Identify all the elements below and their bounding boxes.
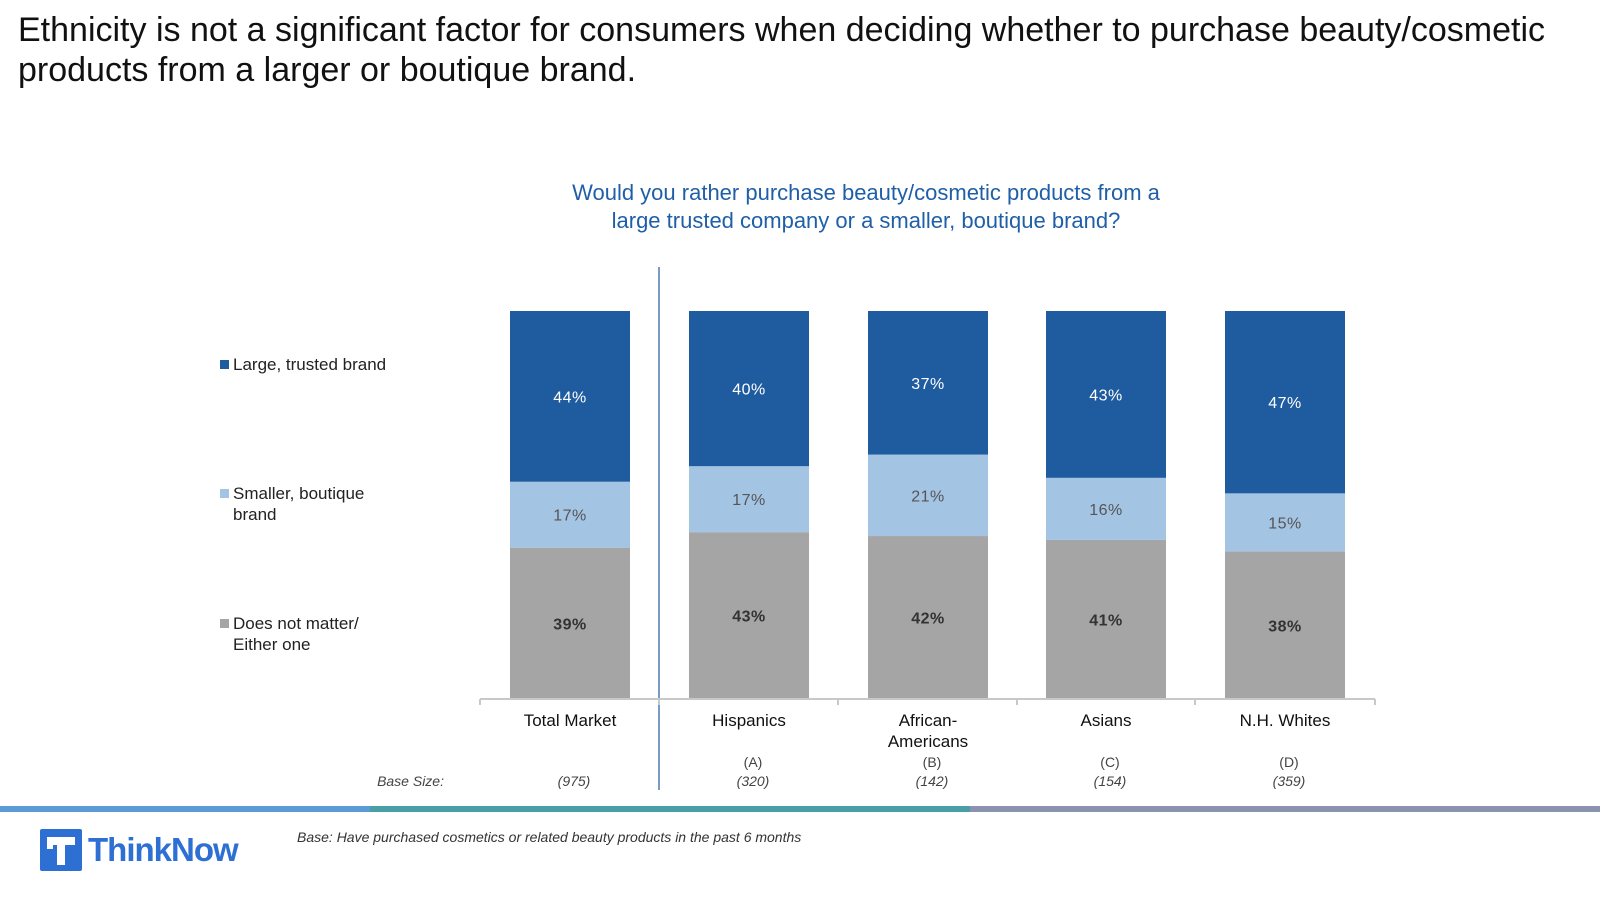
bar-segment <box>868 311 988 455</box>
legend-swatch <box>220 619 229 628</box>
data-label: 38% <box>1268 618 1302 635</box>
thinknow-logo-icon <box>40 829 82 871</box>
base-footnote: Base: Have purchased cosmetics or relate… <box>297 829 802 845</box>
data-label: 42% <box>911 611 945 628</box>
logo-text: ThinkNow <box>88 831 239 868</box>
significance-letter: (A) <box>744 754 763 770</box>
base-size-value: (320) <box>737 773 770 789</box>
data-label: 16% <box>1089 502 1123 519</box>
base-size-label: Base Size: <box>377 773 444 789</box>
legend-label: Either one <box>233 635 311 654</box>
base-size-value: (359) <box>1273 773 1306 789</box>
bar-segment <box>510 547 630 699</box>
chart-title-line: large trusted company or a smaller, bout… <box>612 208 1121 233</box>
category-label: Americans <box>888 732 968 751</box>
bar-segment <box>689 466 809 533</box>
bar-segment <box>1046 539 1166 699</box>
bar-segment <box>1225 311 1345 494</box>
legend-label: Large, trusted brand <box>233 355 386 374</box>
legend-label: brand <box>233 505 276 524</box>
base-size-value: (975) <box>558 773 591 789</box>
legend-swatch <box>220 489 229 498</box>
data-label: 47% <box>1268 395 1302 412</box>
category-label: Total Market <box>524 711 617 730</box>
footer-strip-segment <box>0 806 370 812</box>
legend-swatch <box>220 360 229 369</box>
base-size-value: (142) <box>916 773 949 789</box>
data-label: 41% <box>1089 612 1123 629</box>
category-label: N.H. Whites <box>1240 711 1331 730</box>
footer-color-strip <box>0 806 1600 812</box>
stacked-bar-chart: Would you rather purchase beauty/cosmeti… <box>220 180 1376 790</box>
data-label: 43% <box>1089 387 1123 404</box>
page-headline: Ethnicity is not a significant factor fo… <box>18 11 1545 89</box>
base-size-value: (154) <box>1094 773 1127 789</box>
bar-segment <box>1225 493 1345 552</box>
category-label: African- <box>899 711 958 730</box>
bar-segment <box>868 536 988 699</box>
data-label: 15% <box>1268 515 1302 532</box>
bar-segment <box>689 532 809 699</box>
thinknow-logo: ThinkNow <box>40 829 239 871</box>
data-label: 17% <box>732 492 766 509</box>
category-label: Asians <box>1080 711 1131 730</box>
bar-segment <box>1046 477 1166 540</box>
bar-segment <box>1225 551 1345 699</box>
significance-letter: (C) <box>1100 754 1119 770</box>
footer-strip-segment <box>370 806 970 812</box>
data-label: 44% <box>553 389 587 406</box>
bar-segment <box>1046 311 1166 478</box>
data-label: 43% <box>732 609 766 626</box>
data-label: 37% <box>911 376 945 393</box>
legend-label: Does not matter/ <box>233 614 359 633</box>
data-label: 40% <box>732 382 766 399</box>
bar-segment <box>510 311 630 482</box>
data-label: 21% <box>911 488 945 505</box>
significance-letter: (D) <box>1279 754 1298 770</box>
bar-segment <box>689 311 809 467</box>
chart-title-line: Would you rather purchase beauty/cosmeti… <box>572 180 1161 205</box>
bar-segment <box>510 481 630 548</box>
footer-strip-segment <box>970 806 1600 812</box>
significance-letter: (B) <box>923 754 942 770</box>
data-label: 17% <box>553 508 587 525</box>
bar-segment <box>868 454 988 537</box>
legend-label: Smaller, boutique <box>233 484 364 503</box>
data-label: 39% <box>553 616 587 633</box>
category-label: Hispanics <box>712 711 786 730</box>
